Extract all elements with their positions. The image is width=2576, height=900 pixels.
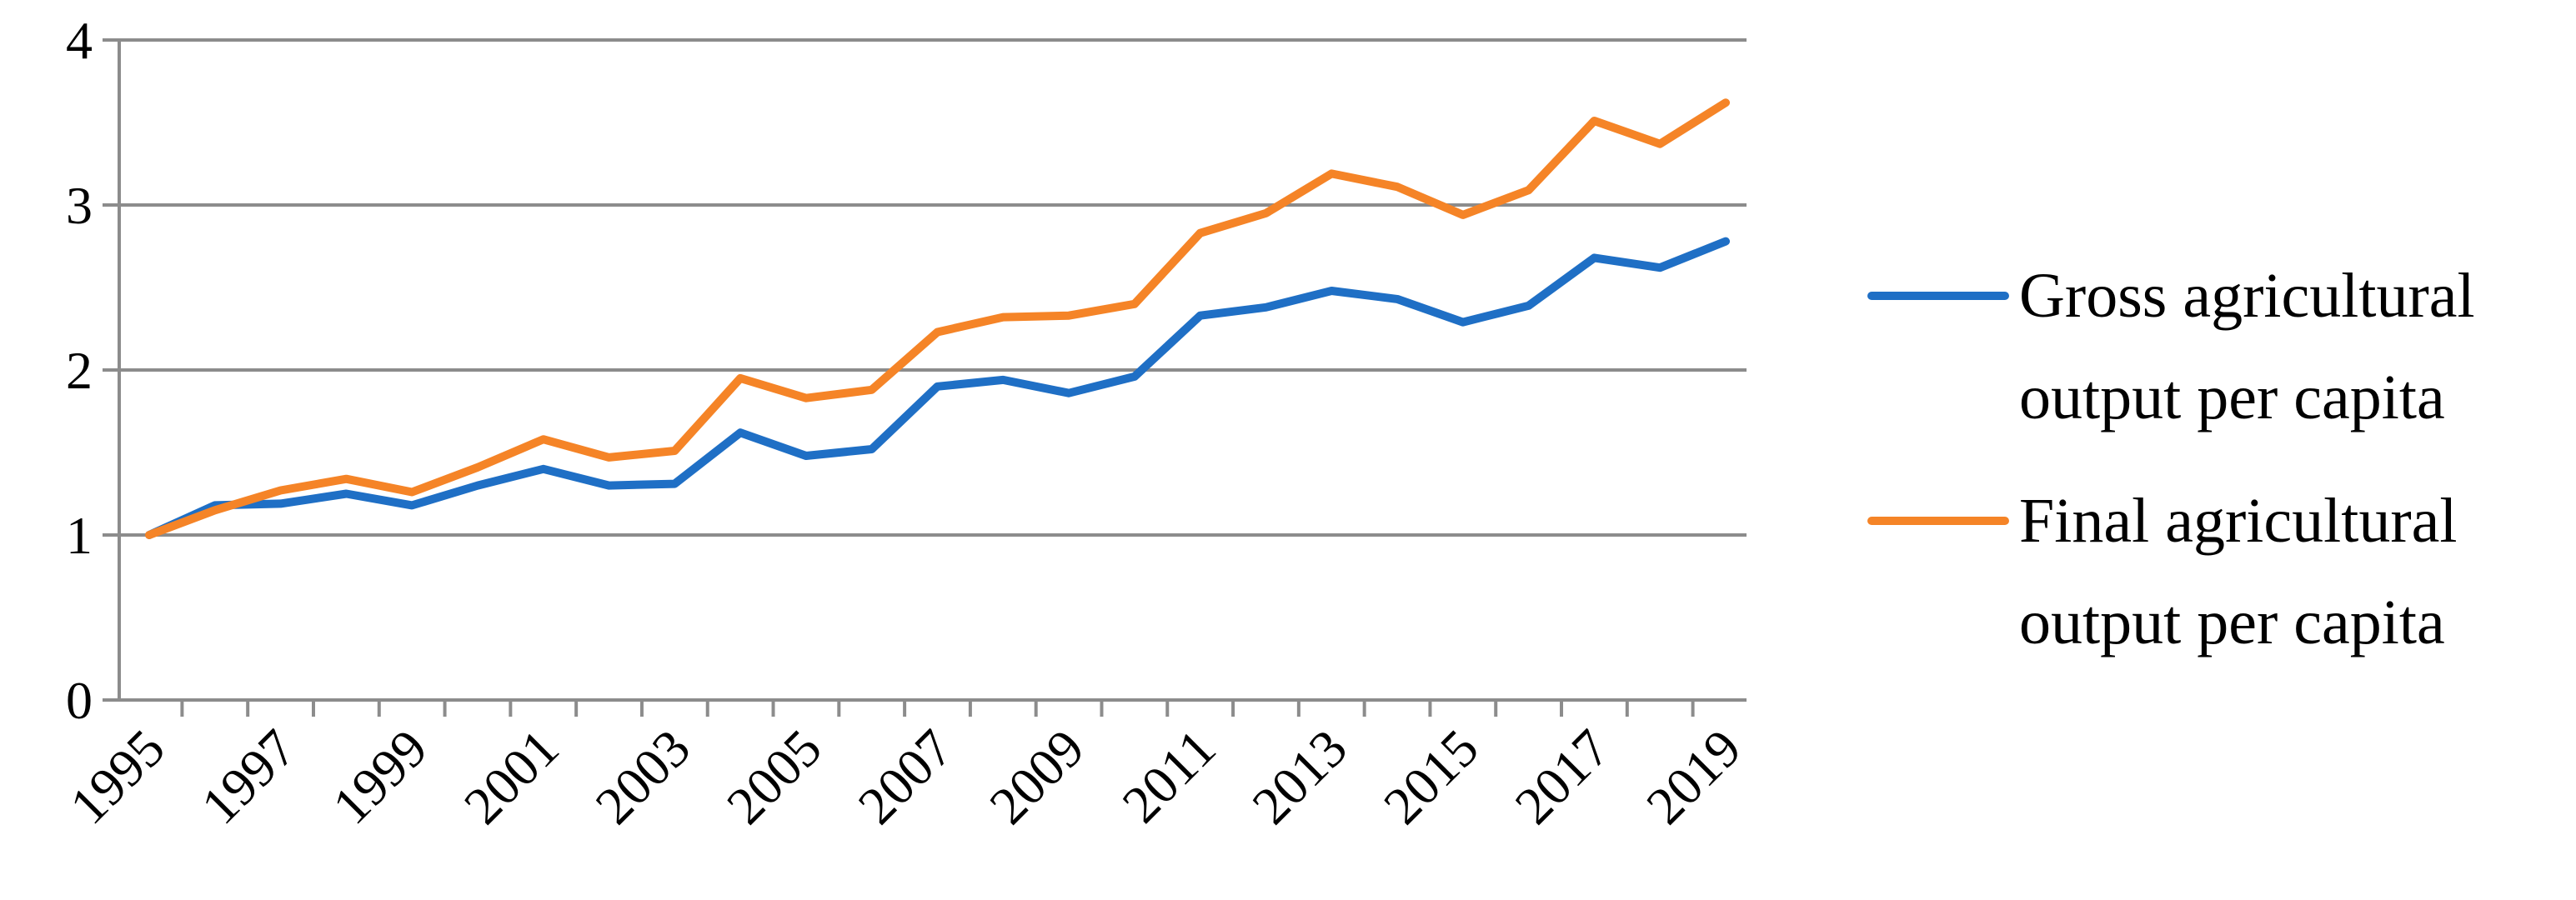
x-tick-label: 2015 — [1372, 718, 1490, 836]
legend: Gross agricultural output per capita Final… — [1867, 261, 2475, 658]
x-tick-label: 1995 — [58, 718, 176, 836]
x-tick-label: 1997 — [190, 718, 308, 836]
x-axis-ticks: 1995 1997 1999 2001 2003 2005 2007 2009 2011 2013… — [58, 700, 1752, 835]
legend-label: Final agricultural — [2019, 486, 2458, 556]
x-tick-label: 2013 — [1240, 718, 1358, 836]
x-tick-label: 1999 — [321, 718, 439, 836]
y-tick-label: 3 — [66, 176, 93, 235]
y-tick-label: 4 — [66, 11, 93, 70]
x-tick-label: 2009 — [978, 718, 1095, 836]
x-tick-label: 2001 — [453, 718, 570, 836]
y-tick-label: 1 — [66, 506, 93, 565]
x-tick-label: 2003 — [584, 718, 702, 836]
y-axis-ticks: 0 1 2 3 4 — [66, 11, 119, 730]
x-tick-label: 2017 — [1504, 718, 1621, 836]
y-tick-label: 2 — [66, 341, 93, 400]
gridlines — [119, 38, 1747, 537]
series-lines — [145, 98, 1730, 539]
legend-label: output per capita — [2019, 588, 2445, 658]
series-line-gross — [145, 237, 1730, 539]
x-tick-label: 2005 — [715, 718, 833, 836]
x-tick-label: 2007 — [847, 718, 965, 836]
legend-label: output per capita — [2019, 362, 2445, 432]
x-tick-label: 2019 — [1635, 718, 1752, 836]
series-line-final — [145, 98, 1730, 539]
legend-label: Gross agricultural — [2019, 261, 2475, 331]
y-tick-label: 0 — [66, 671, 93, 730]
x-tick-label: 2011 — [1111, 718, 1227, 834]
